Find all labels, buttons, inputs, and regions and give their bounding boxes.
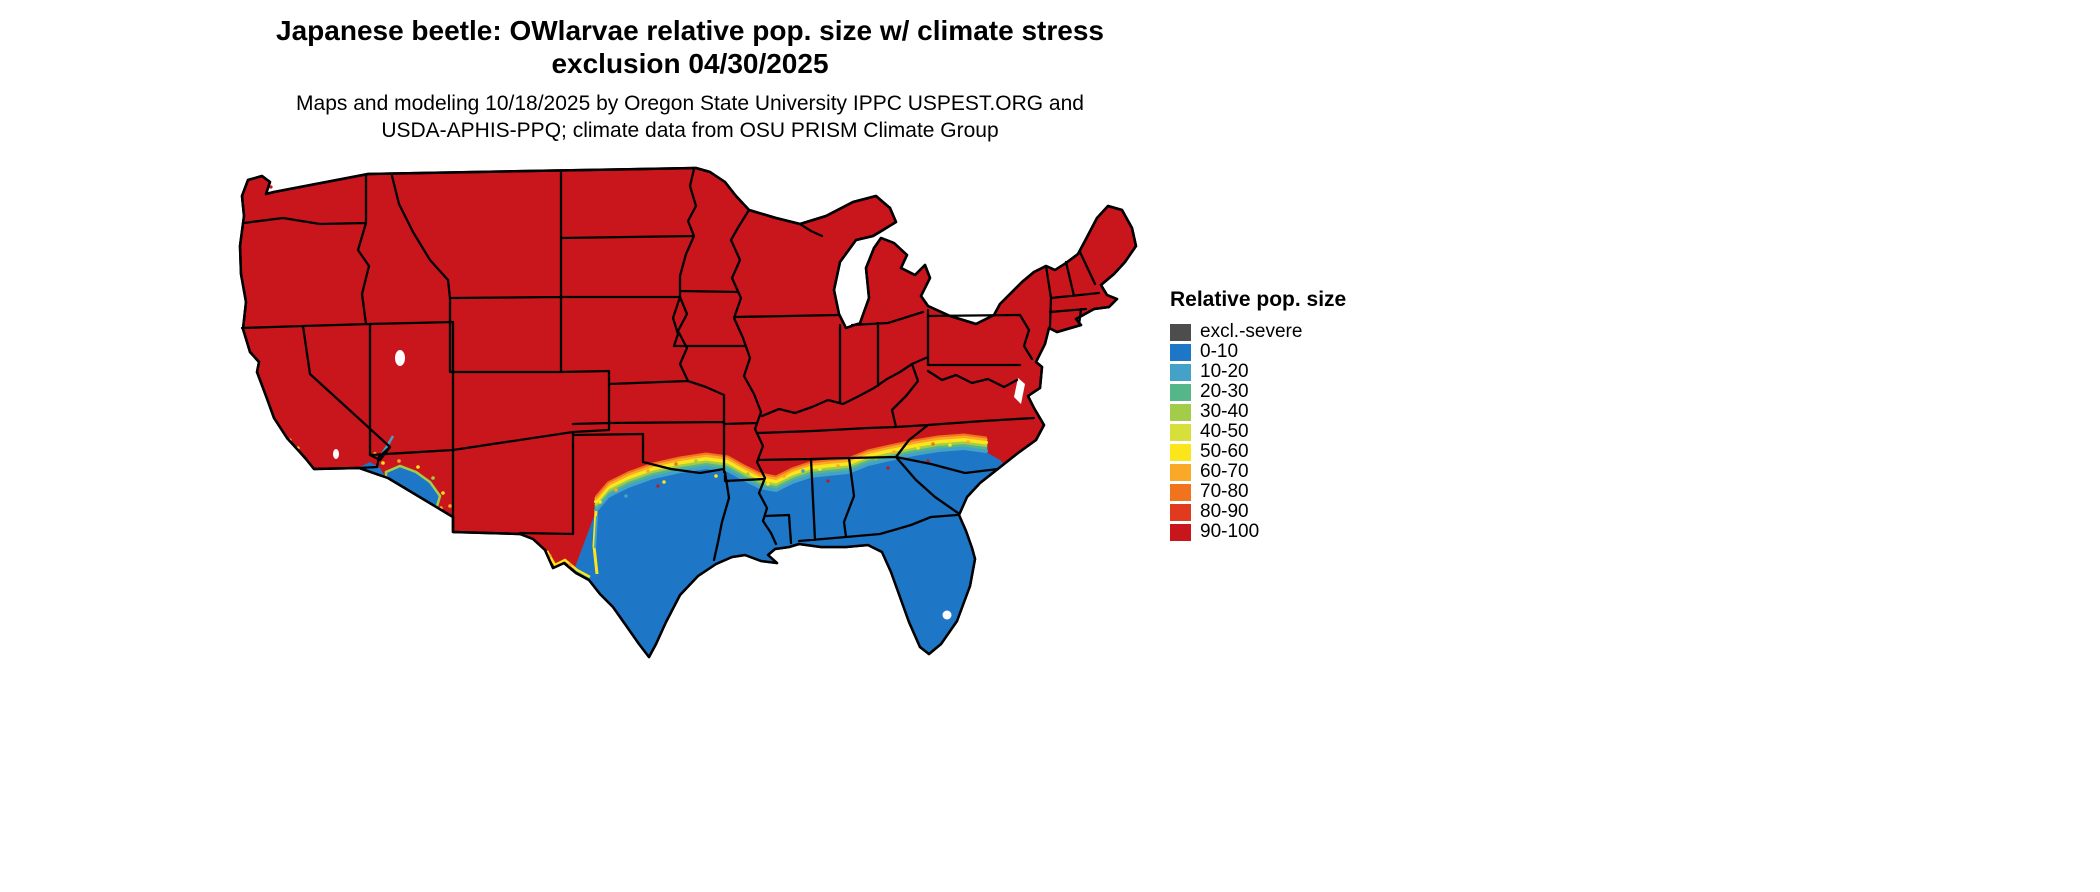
legend-label: 40-50 bbox=[1200, 421, 1249, 442]
legend-label: 10-20 bbox=[1200, 361, 1249, 382]
legend-item: 10-20 bbox=[1170, 361, 1346, 382]
state-boundaries bbox=[240, 167, 1101, 562]
legend-item: 90-100 bbox=[1170, 521, 1346, 542]
legend-item: 50-60 bbox=[1170, 441, 1346, 462]
us-map bbox=[228, 166, 1146, 666]
rio-grande-strip bbox=[545, 550, 591, 579]
legend-label: 30-40 bbox=[1200, 401, 1249, 422]
legend-title: Relative pop. size bbox=[1170, 288, 1347, 311]
chesapeake-bay bbox=[1014, 378, 1025, 404]
legend-swatch bbox=[1170, 363, 1191, 381]
legend-label: excl.-severe bbox=[1200, 321, 1303, 342]
legend-label: 70-80 bbox=[1200, 481, 1249, 502]
salton-sea bbox=[333, 449, 339, 459]
title-line-2: exclusion 04/30/2025 bbox=[551, 48, 829, 79]
legend-label: 90-100 bbox=[1200, 521, 1260, 542]
legend-label: 50-60 bbox=[1200, 441, 1249, 462]
subtitle-line-2: USDA-APHIS-PPQ; climate data from OSU PR… bbox=[381, 119, 999, 142]
legend-item: excl.-severe bbox=[1170, 321, 1346, 342]
legend-item: 80-90 bbox=[1170, 501, 1346, 522]
legend-swatch bbox=[1170, 403, 1191, 421]
subtitle-line-1: Maps and modeling 10/18/2025 by Oregon S… bbox=[296, 92, 1084, 115]
legend-swatch bbox=[1170, 463, 1191, 481]
title-line-1: Japanese beetle: OWlarvae relative pop. … bbox=[276, 15, 1104, 46]
legend-item: 0-10 bbox=[1170, 341, 1346, 362]
legend-swatch bbox=[1170, 523, 1191, 541]
legend-label: 60-70 bbox=[1200, 461, 1249, 482]
legend-item: 60-70 bbox=[1170, 461, 1346, 482]
legend-item: 40-50 bbox=[1170, 421, 1346, 442]
legend-swatch bbox=[1170, 443, 1191, 461]
legend-label: 80-90 bbox=[1200, 501, 1249, 522]
legend-swatch bbox=[1170, 503, 1191, 521]
legend-label: 20-30 bbox=[1200, 381, 1249, 402]
puget-speckles bbox=[269, 185, 279, 209]
legend-swatch bbox=[1170, 323, 1191, 341]
us-map-svg bbox=[238, 166, 1138, 659]
legend-swatch bbox=[1170, 423, 1191, 441]
legend-item: 70-80 bbox=[1170, 481, 1346, 502]
legend-items: excl.-severe 0-10 10-20 20-30 30-40 40-50 50-6… bbox=[1170, 321, 1346, 542]
page-title: Japanese beetle: OWlarvae relative pop. … bbox=[0, 14, 1380, 80]
legend-item: 20-30 bbox=[1170, 381, 1346, 402]
legend-label: 0-10 bbox=[1200, 341, 1239, 362]
great-salt-lake bbox=[395, 350, 405, 366]
legend-swatch bbox=[1170, 343, 1191, 361]
legend-swatch bbox=[1170, 383, 1191, 401]
legend: Relative pop. size excl.-severe 0-10 10-20… bbox=[1170, 288, 1346, 542]
legend-swatch bbox=[1170, 483, 1191, 501]
page-subtitle: Maps and modeling 10/18/2025 by Oregon S… bbox=[0, 90, 1380, 144]
lake-okeechobee bbox=[942, 610, 952, 620]
legend-item: 30-40 bbox=[1170, 401, 1346, 422]
